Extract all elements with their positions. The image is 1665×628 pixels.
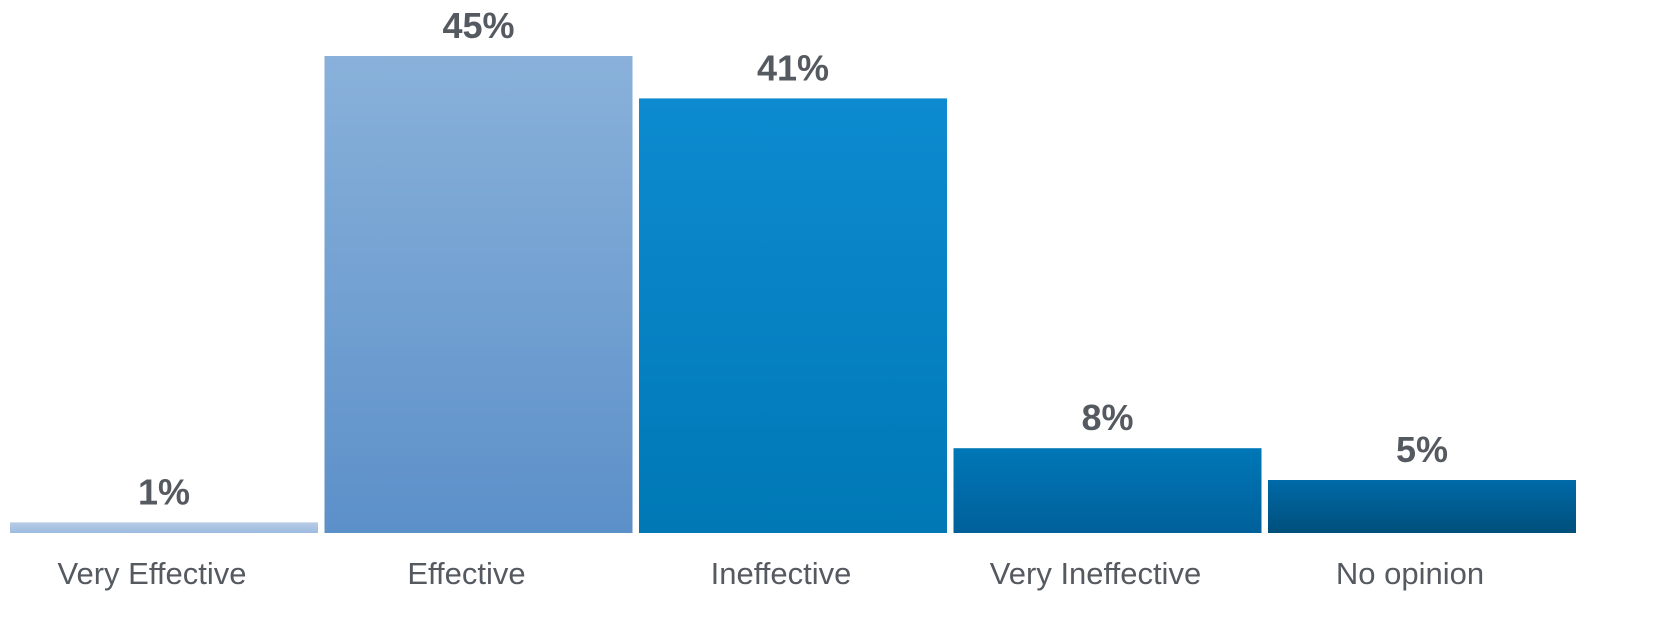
category-label-ineffective: Ineffective xyxy=(711,556,852,591)
value-label-very-effective: 1% xyxy=(138,471,190,512)
value-label-no-opinion: 5% xyxy=(1396,429,1448,470)
bar-ineffective xyxy=(639,98,947,534)
category-labels-layer: Very Effective Effective Ineffective Very I… xyxy=(58,556,1485,591)
bar-very-ineffective xyxy=(953,448,1262,533)
value-label-very-ineffective: 8% xyxy=(1081,397,1133,438)
category-label-very-ineffective: Very Ineffective xyxy=(990,556,1201,591)
value-label-ineffective: 41% xyxy=(757,47,829,88)
category-label-no-opinion: No opinion xyxy=(1336,556,1484,591)
bar-no-opinion xyxy=(1268,480,1576,533)
category-label-very-effective: Very Effective xyxy=(58,556,247,591)
bar-very-effective xyxy=(10,522,318,533)
bars-layer xyxy=(10,56,1576,534)
bar-effective xyxy=(324,56,633,533)
category-label-effective: Effective xyxy=(407,556,525,591)
value-label-effective: 45% xyxy=(442,5,514,46)
value-labels-layer: 1% 45% 41% 8% 5% xyxy=(138,5,1448,512)
